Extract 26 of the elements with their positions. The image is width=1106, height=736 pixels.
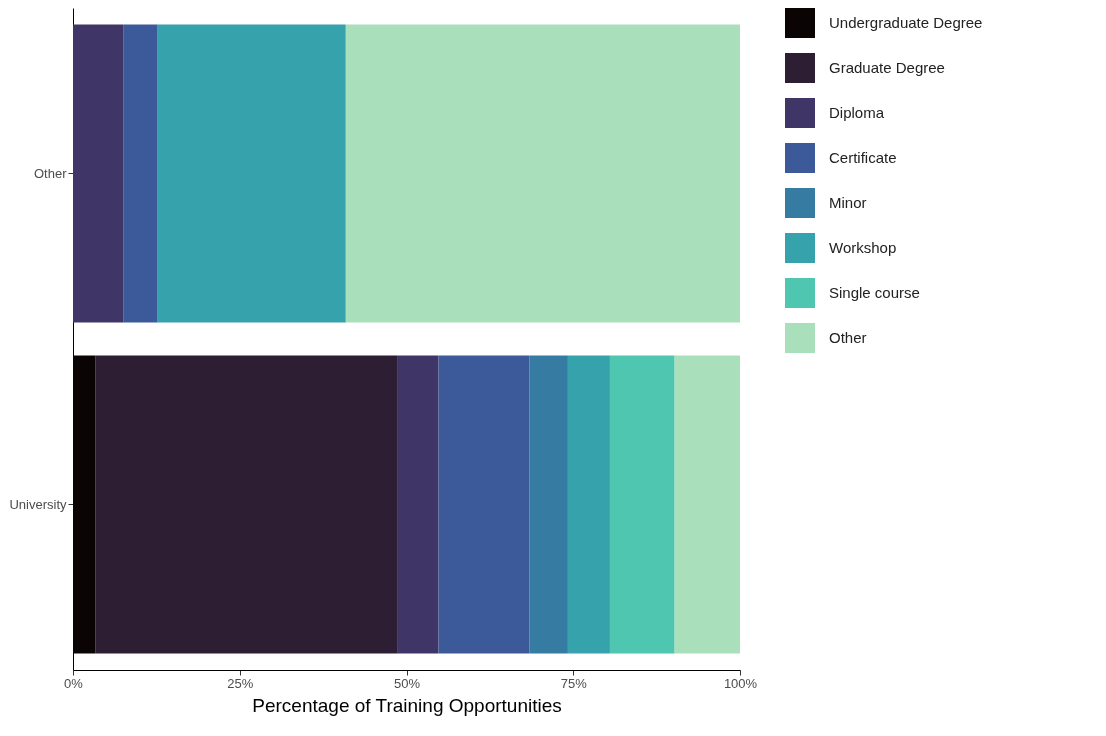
legend-label: Undergraduate Degree xyxy=(829,14,983,31)
x-tick-label: 50% xyxy=(393,675,421,691)
x-tick-label: 0% xyxy=(64,675,84,691)
legend-label: Other xyxy=(829,329,867,346)
bar xyxy=(123,24,158,323)
bar xyxy=(529,355,568,654)
x-tick-label: 100% xyxy=(723,675,758,691)
legend-label: Minor xyxy=(829,194,867,211)
bar xyxy=(157,24,346,323)
x-axis-title: Percentage of Training Opportunities xyxy=(252,694,562,716)
y-tick-label: University xyxy=(9,496,67,512)
legend-label: Diploma xyxy=(829,104,885,121)
legend-label: Graduate Degree xyxy=(829,59,945,76)
x-tick-label: 75% xyxy=(560,675,588,691)
legend-label: Certificate xyxy=(829,149,897,166)
bar xyxy=(345,24,740,323)
bar xyxy=(438,355,530,654)
x-tick-label: 25% xyxy=(227,675,254,691)
bar xyxy=(73,24,124,323)
bar xyxy=(674,355,740,654)
legend-label: Single course xyxy=(829,284,920,301)
legend-label: Workshop xyxy=(829,239,897,256)
bar xyxy=(609,355,675,654)
bar xyxy=(95,355,398,654)
bar xyxy=(397,355,439,654)
bar xyxy=(567,355,610,654)
